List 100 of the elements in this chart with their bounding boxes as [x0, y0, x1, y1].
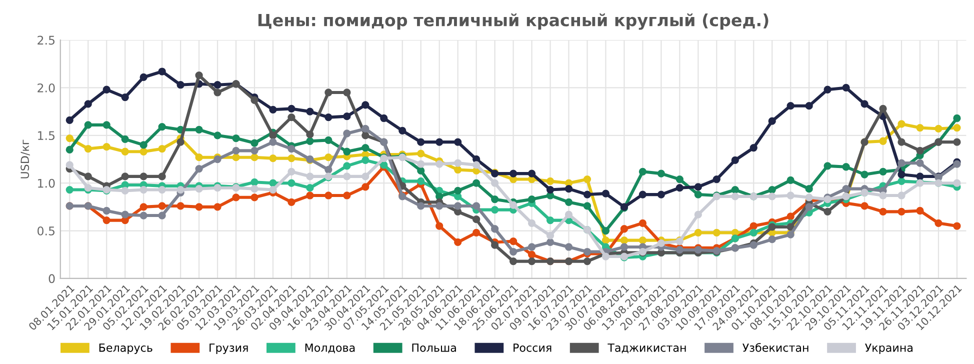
point — [343, 130, 351, 138]
point — [176, 138, 184, 146]
legend-label: Узбекистан — [742, 343, 808, 352]
point — [472, 202, 480, 210]
legend-label: Россия — [514, 344, 552, 352]
point — [620, 243, 628, 251]
point — [362, 101, 370, 109]
legend-label: Польша — [412, 344, 456, 352]
point — [362, 172, 370, 180]
point — [472, 216, 480, 224]
point — [84, 172, 92, 180]
point — [583, 202, 592, 210]
point — [84, 121, 92, 129]
point — [842, 163, 850, 171]
point — [102, 121, 110, 129]
point — [306, 172, 314, 180]
point — [657, 170, 666, 178]
point — [528, 250, 536, 258]
point — [324, 136, 332, 144]
point — [158, 186, 166, 194]
point — [102, 206, 110, 215]
point — [638, 190, 647, 198]
point — [490, 195, 499, 204]
point — [546, 216, 554, 224]
point — [362, 132, 370, 140]
point — [250, 146, 258, 154]
point — [898, 192, 906, 200]
point — [436, 202, 444, 210]
point — [786, 192, 794, 200]
point — [564, 198, 573, 206]
point — [564, 243, 573, 251]
point — [269, 106, 277, 114]
point — [288, 144, 296, 153]
point — [528, 195, 536, 204]
point — [731, 192, 739, 200]
point — [879, 192, 887, 200]
point — [898, 208, 906, 216]
point — [288, 198, 296, 206]
point — [528, 170, 536, 178]
point — [288, 113, 296, 122]
point — [454, 138, 462, 146]
point — [546, 238, 554, 246]
point — [121, 148, 129, 156]
point — [176, 202, 184, 210]
point — [750, 144, 758, 152]
point — [66, 134, 74, 142]
point — [121, 93, 129, 102]
point — [898, 177, 906, 186]
point — [694, 210, 702, 218]
legend-label: Таджикистан — [608, 344, 686, 354]
point — [269, 154, 277, 162]
point — [731, 156, 739, 164]
point — [528, 243, 536, 251]
point — [934, 124, 942, 133]
point — [380, 114, 388, 122]
point — [214, 132, 222, 140]
point — [916, 124, 924, 132]
point — [121, 172, 129, 180]
point — [842, 184, 850, 193]
point — [306, 184, 314, 192]
point — [417, 160, 425, 168]
point — [454, 186, 462, 195]
point — [768, 192, 776, 200]
point — [66, 161, 74, 169]
point — [509, 257, 518, 266]
point — [140, 73, 148, 82]
point — [343, 112, 351, 120]
point — [768, 186, 776, 194]
y-tick-label: 1.5 — [38, 131, 54, 140]
point — [712, 228, 720, 237]
point — [768, 117, 776, 125]
point — [84, 144, 92, 153]
point — [362, 183, 370, 191]
point — [140, 203, 148, 211]
point — [490, 241, 499, 249]
point — [288, 179, 296, 187]
point — [417, 150, 425, 158]
point — [140, 148, 148, 156]
legend-label: Украина — [865, 344, 912, 354]
point — [102, 86, 110, 94]
point — [250, 194, 258, 202]
point — [121, 186, 129, 195]
point — [417, 202, 425, 210]
point — [232, 194, 240, 202]
point — [824, 208, 832, 216]
point — [158, 212, 166, 220]
point — [676, 184, 684, 192]
point — [306, 130, 314, 138]
point — [564, 210, 573, 218]
point — [232, 146, 240, 154]
point — [288, 168, 296, 176]
point — [250, 96, 258, 104]
y-tick-label: 0.5 — [38, 226, 54, 236]
point — [102, 216, 110, 224]
point — [546, 232, 554, 240]
point — [860, 170, 868, 178]
point — [879, 168, 887, 176]
point — [66, 186, 74, 194]
point — [620, 236, 628, 244]
point — [583, 257, 592, 266]
